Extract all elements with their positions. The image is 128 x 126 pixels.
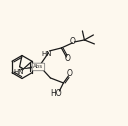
Text: O: O xyxy=(66,69,72,78)
Text: Abs: Abs xyxy=(33,64,44,69)
Text: O: O xyxy=(70,37,75,46)
Text: HO: HO xyxy=(51,89,62,98)
Polygon shape xyxy=(23,65,39,69)
FancyBboxPatch shape xyxy=(32,63,45,71)
Text: HN: HN xyxy=(41,51,52,57)
Text: HN: HN xyxy=(13,69,24,75)
Text: O: O xyxy=(65,54,70,64)
